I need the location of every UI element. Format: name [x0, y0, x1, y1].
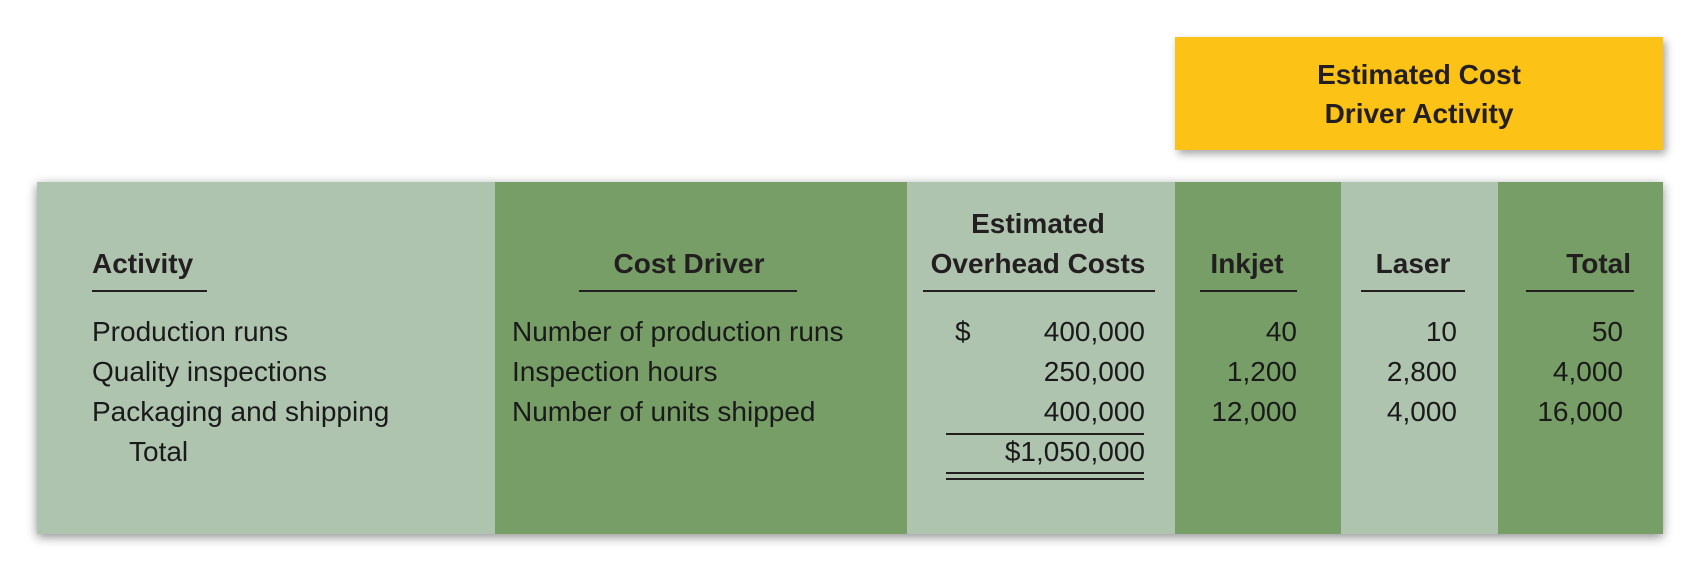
- header-estimated-rule: [923, 290, 1155, 292]
- row-2-total: 4,000: [1552, 356, 1623, 387]
- row-2-activity: Quality inspections: [92, 356, 328, 387]
- banner-line-2: Driver Activity: [1324, 97, 1514, 129]
- row-2-cost: 250,000: [1043, 356, 1145, 387]
- total-row-cost: $1,050,000: [1004, 436, 1145, 467]
- total-row-label: Total: [129, 436, 189, 467]
- row-1-activity: Production runs: [92, 316, 289, 347]
- row-3-activity: Packaging and shipping: [92, 396, 390, 427]
- row-1-driver: Number of production runs: [512, 316, 844, 347]
- estimated-cost-driver-activity-banner: Estimated Cost Driver Activity: [1175, 37, 1663, 150]
- header-inkjet-rule: [1200, 290, 1297, 292]
- row-1-inkjet: 40: [1265, 316, 1297, 347]
- header-laser: Laser: [1375, 248, 1451, 279]
- total-double-rule-top: [946, 472, 1144, 474]
- header-estimated-line-2: Overhead Costs: [930, 248, 1146, 279]
- subtotal-rule: [946, 433, 1144, 435]
- header-total-rule: [1526, 290, 1634, 292]
- row-1-total: 50: [1591, 316, 1623, 347]
- banner-line-1: Estimated Cost: [1317, 58, 1521, 90]
- row-3-driver: Number of units shipped: [512, 396, 816, 427]
- header-cost-driver-rule: [579, 290, 797, 292]
- header-laser-rule: [1361, 290, 1465, 292]
- header-total: Total: [1566, 248, 1631, 279]
- row-1-currency: $: [955, 316, 971, 347]
- activity-cost-table: Activity Cost Driver Estimated Overhead …: [37, 182, 1663, 534]
- row-1-cost: 400,000: [1043, 316, 1145, 347]
- row-3-total: 16,000: [1537, 396, 1623, 427]
- row-3-laser: 4,000: [1386, 396, 1457, 427]
- total-double-rule-bottom: [946, 478, 1144, 480]
- activity-column-bg: [37, 182, 495, 534]
- laser-column-bg: [1341, 182, 1498, 534]
- row-2-laser: 2,800: [1386, 356, 1457, 387]
- header-activity: Activity: [92, 248, 194, 279]
- row-3-cost: 400,000: [1043, 396, 1145, 427]
- estimated-costs-column-bg: [907, 182, 1175, 534]
- row-2-driver: Inspection hours: [512, 356, 718, 387]
- row-3-inkjet: 12,000: [1211, 396, 1297, 427]
- inkjet-column-bg: [1175, 182, 1341, 534]
- header-estimated-line-1: Estimated: [971, 208, 1105, 239]
- header-activity-rule: [92, 290, 207, 292]
- total-column-bg: [1498, 182, 1663, 534]
- row-1-laser: 10: [1425, 316, 1457, 347]
- row-2-inkjet: 1,200: [1226, 356, 1297, 387]
- header-inkjet: Inkjet: [1210, 248, 1284, 279]
- header-cost-driver: Cost Driver: [613, 248, 765, 279]
- cost-driver-column-bg: [495, 182, 907, 534]
- banner-title: Estimated Cost Driver Activity: [1317, 55, 1521, 133]
